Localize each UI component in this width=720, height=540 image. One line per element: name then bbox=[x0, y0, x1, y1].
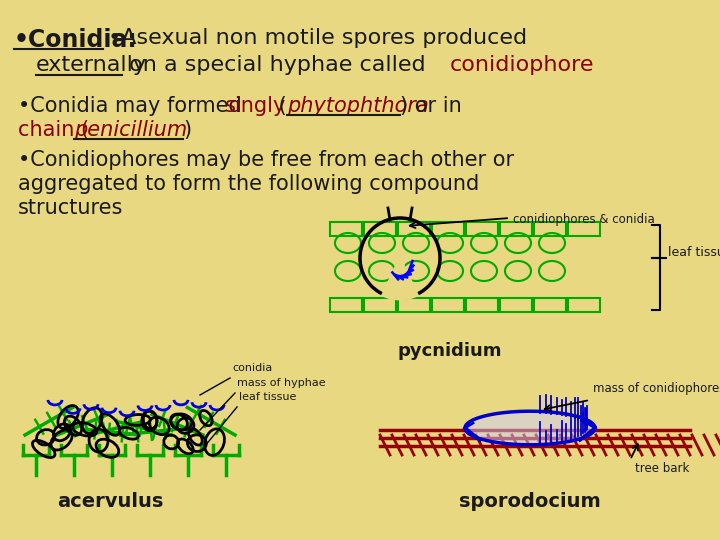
Bar bbox=[568, 298, 600, 312]
Text: acervulus: acervulus bbox=[57, 492, 163, 511]
Bar bbox=[432, 222, 464, 236]
Text: tree bark: tree bark bbox=[635, 462, 689, 475]
Text: structures: structures bbox=[18, 198, 123, 218]
Text: •Conidiophores may be free from each other or: •Conidiophores may be free from each oth… bbox=[18, 150, 514, 170]
Bar bbox=[398, 298, 430, 312]
Text: aggregated to form the following compound: aggregated to form the following compoun… bbox=[18, 174, 480, 194]
Text: •Conidia:: •Conidia: bbox=[14, 28, 138, 52]
Bar bbox=[500, 222, 532, 236]
Bar bbox=[398, 222, 430, 236]
Bar bbox=[534, 222, 566, 236]
Text: pycnidium: pycnidium bbox=[397, 342, 503, 360]
Bar bbox=[330, 298, 362, 312]
Text: conidia: conidia bbox=[232, 363, 272, 373]
Bar bbox=[432, 298, 464, 312]
Text: externally: externally bbox=[36, 55, 147, 75]
Text: penicillium: penicillium bbox=[74, 120, 187, 140]
Text: mass of hyphae: mass of hyphae bbox=[237, 378, 325, 388]
Text: mass of conidiophores: mass of conidiophores bbox=[593, 382, 720, 395]
Polygon shape bbox=[465, 411, 595, 445]
Bar bbox=[466, 298, 498, 312]
Text: ): ) bbox=[183, 120, 191, 140]
Text: ) or in: ) or in bbox=[400, 96, 462, 116]
Wedge shape bbox=[382, 258, 418, 299]
Bar bbox=[534, 298, 566, 312]
Bar bbox=[364, 222, 396, 236]
Text: sporodocium: sporodocium bbox=[459, 492, 601, 511]
Text: conidiophore: conidiophore bbox=[450, 55, 595, 75]
Text: (: ( bbox=[272, 96, 287, 116]
Text: phytophthora: phytophthora bbox=[287, 96, 428, 116]
Text: singly: singly bbox=[225, 96, 287, 116]
Bar bbox=[330, 222, 362, 236]
Text: •Conidia may formed: •Conidia may formed bbox=[18, 96, 248, 116]
Text: •Asexual non motile spores produced: •Asexual non motile spores produced bbox=[108, 28, 527, 48]
Bar bbox=[500, 298, 532, 312]
Text: on a special hyphae called: on a special hyphae called bbox=[122, 55, 433, 75]
Bar bbox=[466, 222, 498, 236]
Bar bbox=[364, 298, 396, 312]
Bar bbox=[568, 222, 600, 236]
Text: chain (: chain ( bbox=[18, 120, 89, 140]
Text: leaf tissue: leaf tissue bbox=[668, 246, 720, 259]
Text: leaf tissue: leaf tissue bbox=[239, 392, 297, 402]
Text: conidiophores & conidia: conidiophores & conidia bbox=[513, 213, 654, 226]
